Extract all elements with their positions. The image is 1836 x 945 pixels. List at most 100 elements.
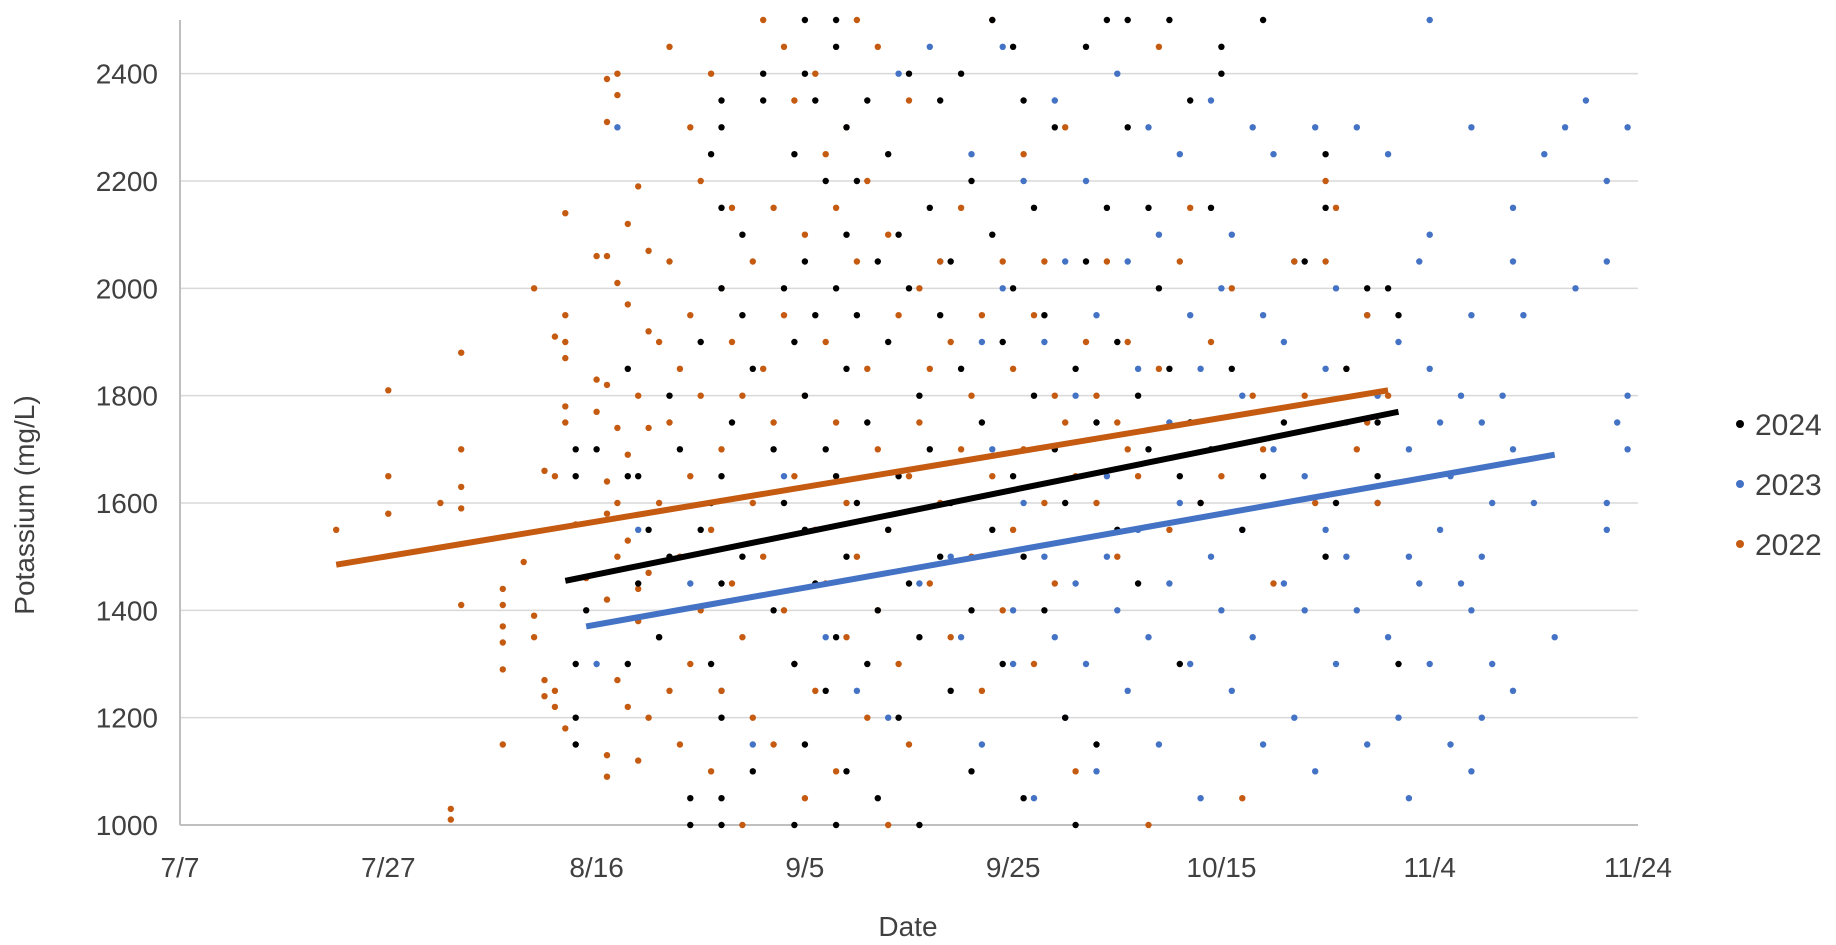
data-point-2024 (572, 714, 579, 721)
data-point-2023 (989, 446, 996, 453)
data-point-2022 (645, 569, 652, 576)
data-point-2022 (1322, 258, 1329, 265)
data-point-2023 (1082, 177, 1090, 185)
data-point-2024 (832, 43, 840, 50)
data-point-2023 (1395, 714, 1402, 721)
data-point-2022 (780, 607, 788, 614)
data-point-2024 (968, 768, 975, 775)
data-point-2024 (1343, 365, 1350, 372)
data-point-2024 (832, 473, 840, 480)
data-point-2023 (1457, 392, 1465, 399)
data-point-2023 (1176, 499, 1184, 507)
data-point-2022 (749, 258, 756, 265)
data-point-2024 (822, 446, 829, 453)
data-point-2022 (655, 499, 663, 507)
data-point-2022 (1228, 285, 1236, 292)
data-point-2024 (760, 70, 767, 77)
data-point-2022 (864, 714, 871, 721)
data-point-2023 (1426, 231, 1433, 238)
data-point-2022 (603, 596, 611, 603)
data-point-2023 (1624, 392, 1631, 399)
data-point-2024 (864, 419, 871, 426)
data-point-2024 (885, 338, 892, 346)
data-point-2023 (1145, 634, 1152, 641)
data-point-2023 (1187, 660, 1194, 668)
data-point-2022 (593, 408, 600, 415)
data-point-2022 (551, 687, 559, 694)
data-point-2022 (458, 601, 465, 609)
data-point-2022 (1384, 392, 1392, 399)
data-point-2023 (1541, 151, 1548, 158)
data-point-2023 (1457, 580, 1465, 587)
data-point-2022 (812, 70, 819, 77)
data-point-2024 (583, 607, 590, 614)
data-point-2023 (1197, 795, 1204, 802)
data-point-2023 (1020, 499, 1027, 507)
data-point-2022 (843, 634, 850, 641)
data-point-2023 (978, 338, 986, 346)
legend-label-2024: 2024 (1755, 409, 1822, 442)
data-point-2024 (801, 70, 809, 77)
data-point-2024 (885, 526, 892, 533)
data-point-2023 (1332, 660, 1340, 668)
data-point-2022 (614, 91, 621, 99)
data-point-2022 (635, 183, 642, 190)
data-point-2023 (1530, 499, 1538, 507)
data-point-2023 (1416, 258, 1423, 265)
data-point-2022 (635, 392, 642, 399)
data-point-2024 (1218, 43, 1225, 50)
data-point-2022 (666, 687, 673, 694)
data-point-2022 (458, 446, 465, 453)
data-point-2022 (1239, 795, 1246, 802)
data-point-2024 (749, 365, 756, 372)
data-point-2024 (801, 16, 809, 24)
data-point-2022 (1030, 312, 1038, 319)
data-point-2024 (1145, 446, 1152, 453)
data-point-2022 (1374, 499, 1381, 507)
data-point-2024 (1145, 204, 1152, 211)
data-point-2023 (1561, 124, 1569, 131)
data-point-2023 (1603, 258, 1611, 265)
legend-item-2022: 2022 (1736, 529, 1822, 562)
data-point-2024 (957, 365, 965, 372)
data-point-2022 (864, 365, 871, 372)
data-point-2022 (1301, 392, 1308, 399)
data-point-2022 (676, 365, 684, 372)
data-point-2022 (520, 558, 527, 566)
data-point-2022 (624, 703, 631, 711)
data-point-2024 (1374, 473, 1381, 480)
data-point-2022 (1072, 768, 1079, 775)
data-point-2023 (614, 124, 621, 131)
data-point-2024 (593, 446, 600, 453)
data-point-2024 (572, 473, 579, 480)
data-point-2023 (1509, 446, 1517, 453)
data-point-2022 (551, 333, 559, 340)
data-point-2024 (843, 231, 850, 238)
data-point-2022 (447, 805, 454, 813)
data-point-2023 (1384, 151, 1392, 158)
data-point-2022 (551, 473, 559, 480)
data-point-2022 (562, 338, 569, 346)
data-point-2023 (1228, 687, 1236, 694)
data-point-2022 (989, 473, 996, 480)
data-point-2024 (843, 553, 850, 560)
legend-marker-2023 (1736, 480, 1744, 488)
data-point-2022 (926, 580, 933, 587)
data-point-2024 (1322, 553, 1329, 560)
data-point-2023 (1259, 741, 1267, 748)
data-point-2022 (603, 75, 611, 83)
data-point-2023 (1426, 16, 1433, 24)
data-point-2023 (1624, 124, 1631, 131)
data-point-2022 (853, 258, 861, 265)
data-point-2024 (916, 821, 923, 829)
data-point-2024 (1093, 741, 1100, 748)
data-point-2024 (718, 580, 725, 587)
data-point-2023 (1134, 365, 1142, 372)
data-point-2024 (1124, 124, 1131, 131)
data-point-2024 (1134, 392, 1142, 399)
data-point-2022 (687, 312, 694, 319)
data-point-2022 (728, 204, 736, 211)
data-point-2022 (562, 725, 569, 732)
x-tick-label-10-15: 10/15 (1186, 852, 1256, 883)
data-point-2022 (1364, 312, 1371, 319)
